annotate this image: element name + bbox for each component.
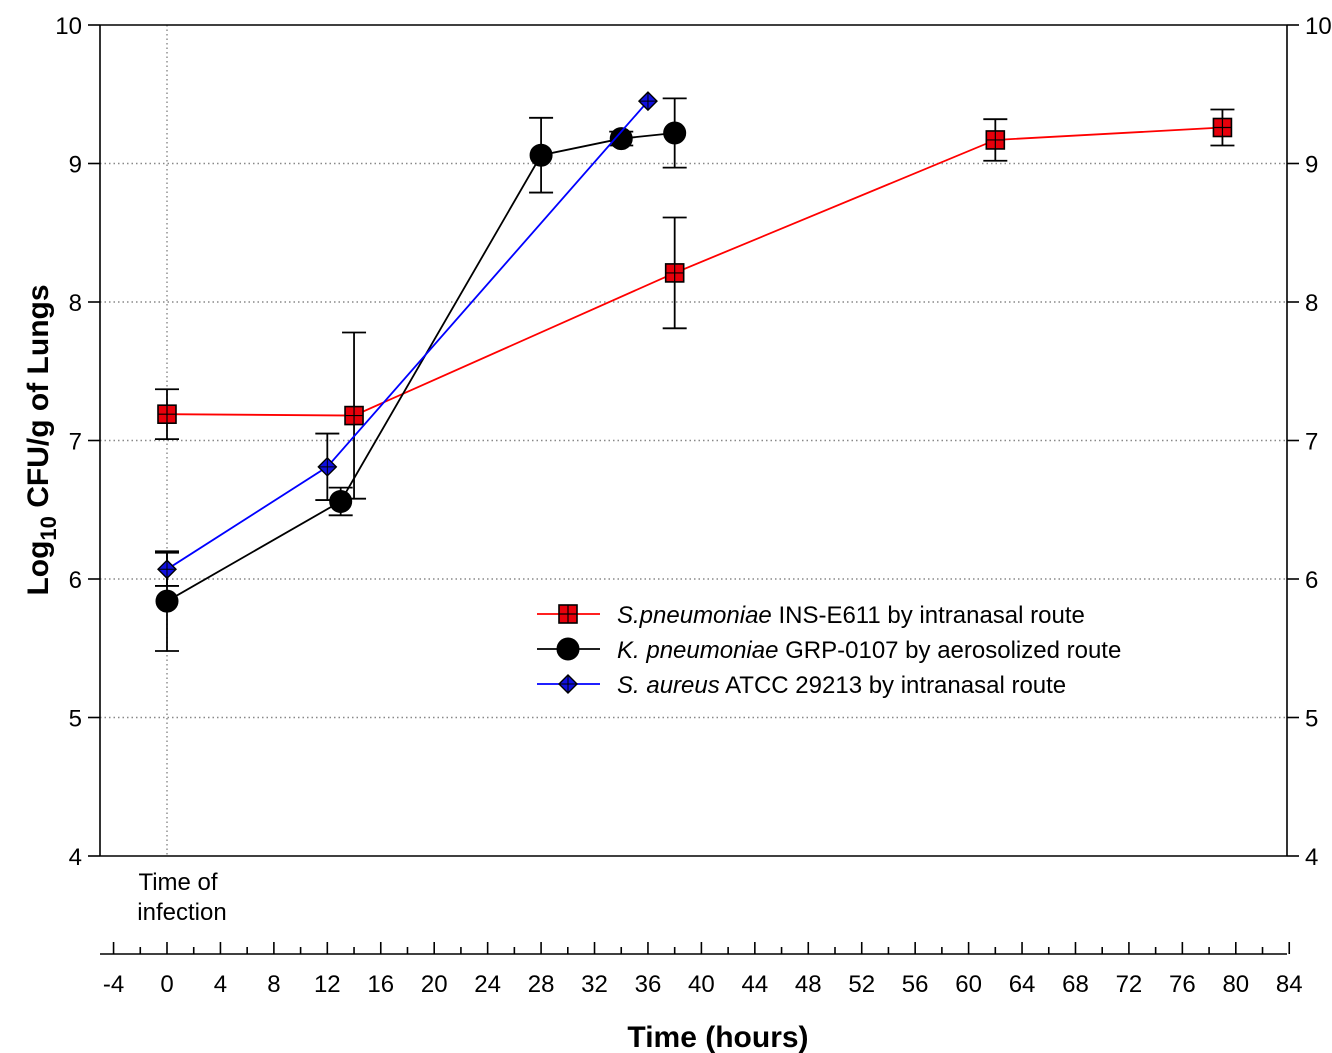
annotation-line-1: Time of: [138, 869, 217, 896]
y-axis-title: Log10 CFU/g of Lungs: [22, 284, 61, 595]
annotation-line-2: infection: [137, 899, 226, 926]
y-tick-label-right: 8: [1305, 290, 1318, 317]
x-tick-label: 52: [848, 971, 875, 998]
x-tick-label: 32: [581, 971, 608, 998]
x-tick-label: 4: [214, 971, 227, 998]
x-tick-label: 24: [474, 971, 501, 998]
x-tick-label: 64: [1009, 971, 1036, 998]
series-line: [166, 100, 649, 571]
data-point: [317, 456, 338, 477]
x-tick-label: 68: [1062, 971, 1089, 998]
y-axis-title-subscript: 10: [36, 516, 61, 540]
x-tick-label: -4: [103, 971, 124, 998]
x-tick-label: 56: [902, 971, 929, 998]
data-point: [985, 130, 1006, 150]
data-point: [529, 143, 553, 167]
data-point: [663, 121, 687, 145]
legend-label-species: K. pneumoniae: [617, 637, 778, 664]
y-tick-label-right: 7: [1305, 429, 1318, 456]
data-point: [157, 404, 177, 424]
y-tick-label-right: 6: [1305, 567, 1318, 594]
legend-label-detail: ATCC 29213 by intranasal route: [720, 672, 1066, 699]
series-layer: [155, 91, 1235, 652]
legend-label-detail: GRP-0107 by aerosolized route: [778, 637, 1121, 664]
data-point: [155, 589, 179, 613]
y-tick-label-left: 5: [69, 706, 82, 733]
y-axis-title-main: Log: [22, 541, 55, 596]
x-tick-label: 16: [367, 971, 394, 998]
legend-label: K. pneumoniae GRP-0107 by aerosolized ro…: [617, 637, 1121, 664]
legend-marker: [558, 674, 578, 694]
x-axis: -4 0 4 8 12 16 20 24 28 32 36 40 44 48 52 56 60 64 68 72 76 8…: [100, 942, 1303, 998]
y-tick-label-left: 7: [69, 429, 82, 456]
series-1: [155, 97, 687, 652]
legend-entry: K. pneumoniae GRP-0107 by aerosolized ro…: [537, 637, 1121, 664]
legend-label: S. aureus ATCC 29213 by intranasal route: [617, 672, 1066, 699]
y-tick-label-left: 6: [69, 567, 82, 594]
legend-label-detail: INS-E611 by intranasal route: [772, 602, 1085, 629]
x-tick-label: 80: [1222, 971, 1249, 998]
y-tick-label-left: 10: [55, 13, 82, 40]
legend-entry: S. aureus ATCC 29213 by intranasal route: [537, 672, 1066, 699]
x-tick-label: 76: [1169, 971, 1196, 998]
y-axis-title-rest: CFU/g of Lungs: [22, 284, 55, 516]
legend-label-species: S. aureus: [617, 672, 720, 699]
legend-marker: [556, 637, 580, 661]
annotation-time-of-infection: Time of infection: [137, 869, 226, 926]
legend-label-species: S.pneumoniae: [617, 602, 772, 629]
x-tick-label: 60: [955, 971, 982, 998]
grid-lines: [100, 25, 1287, 856]
data-point: [157, 559, 177, 580]
series-2: [155, 91, 658, 587]
x-tick-label: 12: [314, 971, 341, 998]
series-line: [166, 132, 675, 602]
x-axis-title: Time (hours): [627, 1021, 808, 1053]
data-point: [1212, 117, 1233, 138]
data-point: [329, 489, 353, 513]
y-tick-label-left: 9: [69, 152, 82, 179]
x-tick-label: 28: [528, 971, 555, 998]
legend-marker: [558, 604, 578, 624]
y-tick-label-right: 4: [1305, 844, 1318, 871]
y-tick-label-right: 10: [1305, 13, 1332, 40]
x-tick-label: 72: [1116, 971, 1143, 998]
x-tick-label: 8: [267, 971, 280, 998]
y-axis-ticks: 4 4 5 5 6 6 7 7 8 8 9 9 10 10: [55, 13, 1331, 871]
x-tick-label: 44: [741, 971, 768, 998]
x-tick-label: 84: [1276, 971, 1303, 998]
x-tick-label: 0: [160, 971, 173, 998]
x-tick-label: 48: [795, 971, 822, 998]
y-tick-label-left: 8: [69, 290, 82, 317]
x-tick-label: 40: [688, 971, 715, 998]
data-point: [637, 91, 658, 112]
legend-label: S.pneumoniae INS-E611 by intranasal rout…: [617, 602, 1085, 629]
x-tick-label: 36: [635, 971, 662, 998]
data-point: [609, 127, 633, 151]
series-line: [166, 126, 1223, 417]
series-0: [155, 108, 1235, 500]
y-tick-label-right: 5: [1305, 706, 1318, 733]
legend: S.pneumoniae INS-E611 by intranasal rout…: [537, 602, 1121, 699]
data-point: [344, 405, 364, 426]
data-point: [664, 263, 685, 283]
x-tick-label: 20: [421, 971, 448, 998]
y-tick-label-left: 4: [69, 844, 82, 871]
y-tick-label-right: 9: [1305, 152, 1318, 179]
legend-entry: S.pneumoniae INS-E611 by intranasal rout…: [537, 602, 1085, 629]
